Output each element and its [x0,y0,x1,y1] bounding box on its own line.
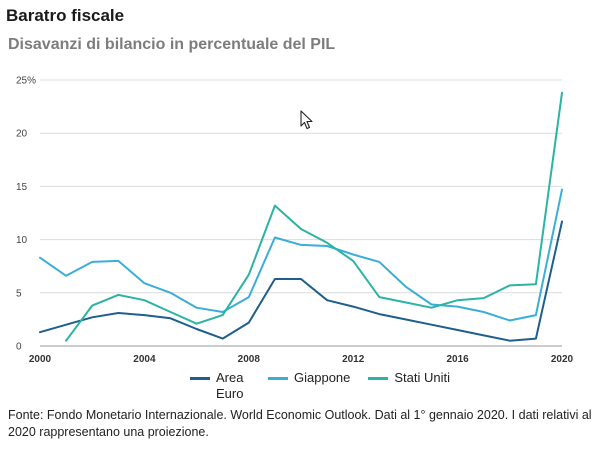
legend-label-stati-uniti: Stati Uniti [394,370,451,385]
series-line-area-euro [39,220,563,342]
x-tick-label: 2004 [133,354,156,365]
source-note: Fonte: Fondo Monetario Internazionale. W… [8,408,592,439]
legend-item-stati-uniti: Stati Uniti [368,370,450,385]
line-chart: 0 5 10 15 20 25% 2000 2004 2008 2012 2016 2020 [16,76,574,366]
y-tick-label: 20 [16,129,28,140]
y-tick-label: 15 [16,182,28,193]
legend-item-area-euro: Area Euro [190,370,250,402]
legend-label-giappone: Giappone [294,370,351,385]
mouse-pointer-icon [300,110,313,130]
series-line-stati-uniti [65,91,563,342]
series-line-giappone [39,188,563,322]
series-lines [39,91,563,342]
legend-item-giappone: Giappone [268,370,350,385]
y-tick-label: 25% [16,76,36,87]
grid-lines [40,79,562,347]
axis-ticks: 0 5 10 15 20 25% 2000 2004 2008 2012 2016 2020 [16,76,574,366]
y-tick-label: 10 [16,235,28,246]
x-tick-label: 2000 [29,354,52,365]
x-tick-label: 2016 [446,354,469,365]
x-tick-label: 2008 [238,354,261,365]
legend-swatch-area-euro [190,377,210,380]
y-tick-label: 5 [16,288,22,299]
y-tick-label: 0 [16,342,22,353]
legend-swatch-stati-uniti [368,377,389,380]
x-tick-label: 2012 [342,354,365,365]
x-tick-label: 2020 [551,354,574,365]
chart-legend: Area Euro Giappone Stati Uniti [190,370,450,402]
legend-label-area-euro: Area Euro [216,370,244,401]
chart-title: Baratro fiscale [6,6,125,25]
legend-swatch-giappone [268,377,288,380]
chart-subtitle: Disavanzi di bilancio in percentuale del… [8,36,336,53]
